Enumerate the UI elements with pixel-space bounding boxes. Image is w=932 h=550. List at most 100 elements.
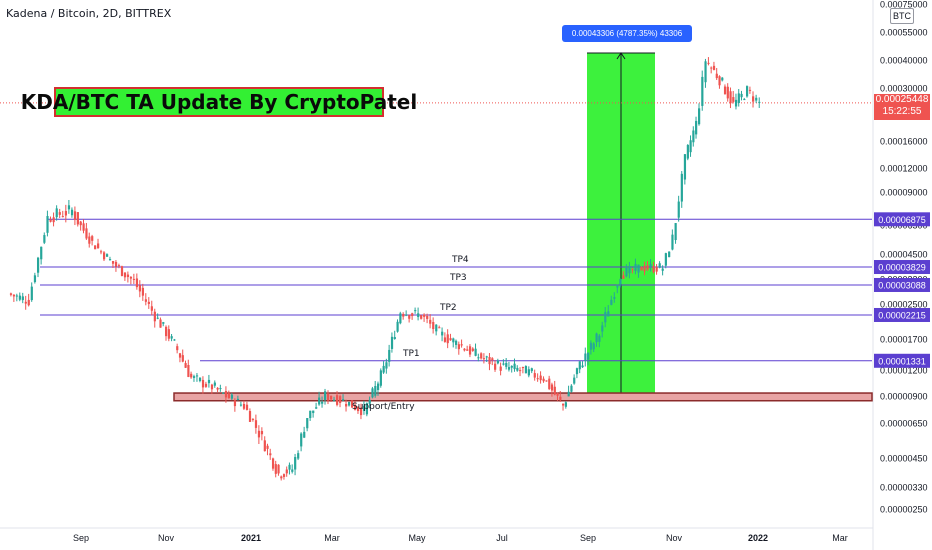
candle-body: [446, 334, 449, 344]
candle-body: [513, 363, 516, 370]
candle-body: [46, 216, 49, 233]
level-label-bg: [874, 277, 930, 292]
candle-body: [222, 392, 225, 394]
candle-body: [91, 236, 94, 241]
y-tick-label: 0.00040000: [880, 56, 928, 66]
candle-body: [114, 261, 118, 267]
candle-body: [24, 301, 27, 304]
candle-body: [342, 399, 345, 401]
candle-body: [100, 251, 103, 253]
candle-body: [345, 403, 348, 407]
candle-body: [734, 99, 738, 107]
candle-body: [388, 349, 391, 362]
level-label: 0.00006875: [878, 215, 926, 225]
candle-body: [502, 363, 505, 365]
candle-body: [402, 313, 405, 317]
candle-body: [162, 322, 165, 324]
candle-body: [435, 324, 438, 332]
candle-body: [85, 228, 88, 239]
candle-body: [581, 365, 584, 368]
candle-body: [516, 367, 519, 371]
candle-body: [385, 362, 388, 369]
candle-body: [353, 404, 357, 410]
candle-body: [359, 407, 363, 416]
y-tick-label: 0.00055000: [880, 28, 928, 38]
y-tick-label: 0.00000900: [880, 392, 928, 402]
candle-body: [536, 378, 539, 380]
candle-body: [36, 257, 40, 273]
y-tick-label: 0.00000450: [880, 454, 928, 464]
candle-body: [695, 120, 698, 135]
candle-body: [365, 403, 369, 415]
symbol-title[interactable]: Kadena / Bitcoin, 2D, BITTREX: [6, 7, 172, 20]
candle-body: [227, 393, 231, 399]
candle-body: [129, 276, 133, 279]
candle-body: [637, 264, 640, 273]
candle-body: [396, 321, 399, 332]
candle-body: [70, 209, 74, 216]
candle-body: [721, 77, 724, 81]
candle-body: [303, 431, 306, 438]
candle-body: [680, 173, 683, 202]
candle-body: [242, 403, 246, 409]
candle-body: [257, 430, 261, 438]
candle-body: [584, 353, 587, 362]
candle-body: [607, 311, 610, 317]
candle-body: [271, 458, 275, 469]
candle-body: [105, 254, 109, 257]
candle-body: [530, 368, 533, 372]
candle-body: [423, 314, 426, 317]
candle-body: [592, 343, 595, 350]
candle-body: [362, 405, 366, 411]
candle-body: [468, 346, 472, 355]
candle-body: [79, 221, 82, 226]
currency-badge[interactable]: BTC: [890, 8, 914, 24]
candle-body: [452, 338, 455, 343]
candle-body: [55, 208, 58, 218]
y-tick-label: 0.00016000: [880, 137, 928, 147]
candle-body: [715, 73, 718, 79]
candle-body: [263, 440, 266, 452]
candle-body: [132, 278, 136, 280]
candle-body: [58, 212, 61, 215]
candle-body: [376, 383, 380, 391]
candle-body: [625, 268, 628, 277]
candle-body: [76, 212, 79, 225]
candle-body: [527, 369, 530, 376]
candle-body: [33, 275, 37, 283]
candle-body: [646, 265, 649, 270]
candle-body: [477, 357, 480, 359]
candle-body: [213, 382, 216, 386]
candle-body: [474, 348, 477, 356]
candle-body: [466, 349, 469, 351]
y-tick-label: 0.00000650: [880, 419, 928, 429]
y-tick-label: 0.00012000: [880, 164, 928, 174]
candle-body: [692, 130, 695, 143]
candle-body: [460, 344, 463, 346]
candle-body: [18, 295, 21, 300]
candle-body: [743, 99, 746, 101]
candle-body: [652, 266, 655, 273]
candle-body: [752, 96, 755, 102]
candle-body: [438, 327, 441, 329]
candle-body: [674, 223, 677, 241]
candle-body: [598, 335, 601, 342]
last-price-label: 0.00025448 15:22:55: [874, 94, 930, 120]
y-tick-label: 0.00000330: [880, 483, 928, 493]
candle-body: [417, 313, 420, 318]
candle-body: [339, 396, 342, 403]
candle-body: [274, 464, 277, 474]
candle-body: [12, 294, 16, 297]
candle-body: [533, 373, 536, 378]
level-label: 0.00001331: [878, 356, 926, 366]
candle-body: [559, 396, 562, 400]
candle-body: [519, 370, 522, 372]
candle-body: [192, 376, 196, 378]
candle-body: [204, 383, 208, 387]
level-label: 0.00002215: [878, 310, 926, 320]
candle-body: [277, 464, 280, 474]
candle-body: [300, 433, 303, 447]
candle-body: [219, 388, 222, 390]
